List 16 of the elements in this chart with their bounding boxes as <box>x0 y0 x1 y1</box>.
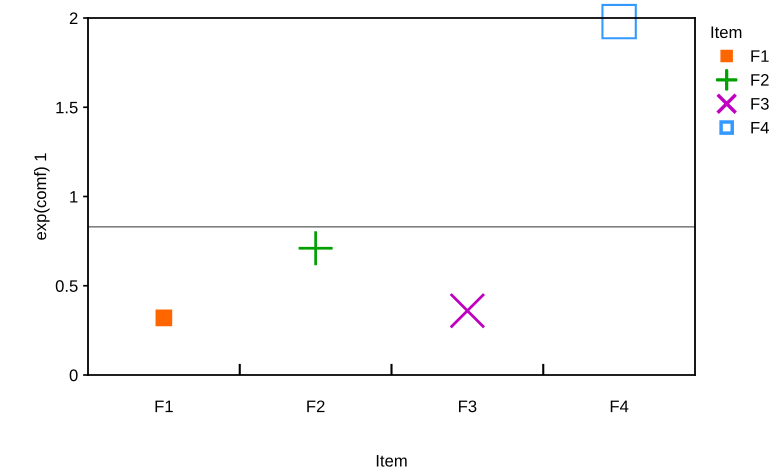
y-tick-label: 0.5 <box>56 280 78 292</box>
x-tick-label: F4 <box>610 400 628 412</box>
x-axis-title: Item <box>376 455 407 467</box>
legend-label: F3 <box>751 98 769 110</box>
y-tick-label: 1 <box>70 191 78 203</box>
y-tick-label: 0 <box>70 369 78 382</box>
x-tick-label: F1 <box>156 400 173 412</box>
legend-label: F2 <box>751 74 769 86</box>
legend-label: F1 <box>751 50 769 62</box>
y-tick-label: 1.5 <box>56 102 78 114</box>
x-tick-label: F3 <box>459 400 476 412</box>
y-axis-title: exp(comf) 1 <box>34 153 50 240</box>
legend-title: Item <box>712 26 742 38</box>
y-tick-label: 2 <box>70 12 78 24</box>
legend-label: F4 <box>751 122 769 134</box>
x-tick-label: F2 <box>307 400 325 412</box>
